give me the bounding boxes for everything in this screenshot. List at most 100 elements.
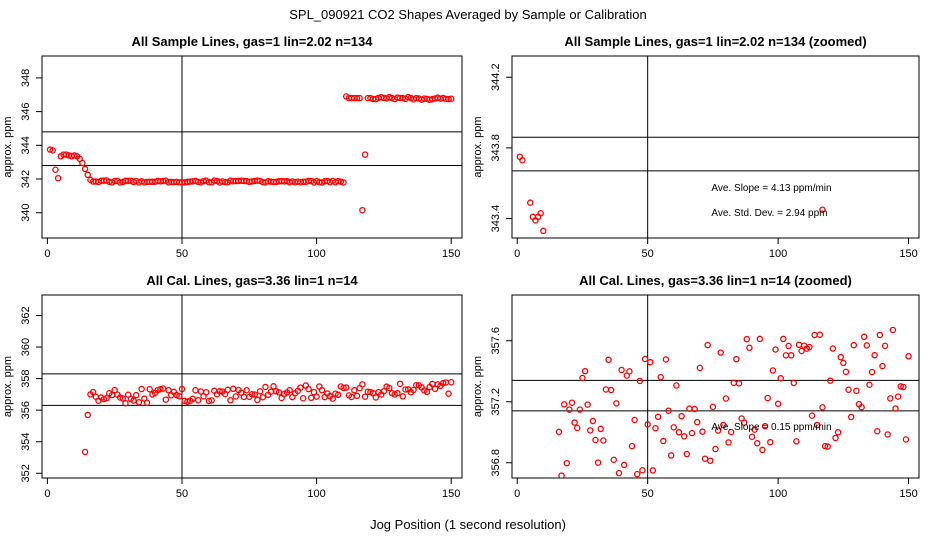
cal-point-53 xyxy=(224,386,232,394)
cal-point-23 xyxy=(143,399,151,407)
cal_zoomed-x-tick-label-50: 50 xyxy=(642,488,654,500)
cal-point-76 xyxy=(286,386,293,394)
sample-point-14 xyxy=(84,171,92,179)
cal_zoomed-plot-frame xyxy=(511,294,920,479)
cal-point-97 xyxy=(342,384,350,391)
cal_zoomed-point-17 xyxy=(600,437,607,444)
sample-y-tick-label-348: 348 xyxy=(20,69,32,87)
cal-point-46 xyxy=(205,397,213,405)
cal-point-0 xyxy=(81,448,89,456)
cal-point-133 xyxy=(439,379,447,387)
cal_zoomed-point-75 xyxy=(751,426,758,433)
cal-point-36 xyxy=(178,385,186,393)
sample_zoomed-panel: All Sample Lines, gas=1 lin=2.02 n=134 (… xyxy=(472,34,920,260)
cal-point-92 xyxy=(329,395,337,402)
cal_zoomed-point-58 xyxy=(707,457,714,464)
cal-x-tick-label-150: 150 xyxy=(442,488,460,500)
cal_zoomed-point-11 xyxy=(584,401,591,408)
sample_zoomed-point-2 xyxy=(527,199,534,206)
cal_zoomed-y-tick-label-356.8: 356.8 xyxy=(490,449,502,477)
cal_zoomed-point-14 xyxy=(592,436,599,444)
cal_zoomed-point-127 xyxy=(887,395,894,402)
cal_zoomed-point-35 xyxy=(647,358,654,366)
cal-points xyxy=(81,378,455,456)
sample-y-tick-label-342: 342 xyxy=(20,170,32,188)
cal_zoomed-point-99 xyxy=(814,421,821,429)
sample_zoomed-y-tick-label-343.8: 343.8 xyxy=(490,134,502,162)
sample_zoomed-x-tick-label-150: 150 xyxy=(899,248,917,260)
cal_zoomed-point-21 xyxy=(610,456,618,464)
cal_zoomed-point-116 xyxy=(858,403,865,411)
cal_zoomed-point-76 xyxy=(753,440,761,447)
cal_zoomed-point-32 xyxy=(639,466,646,474)
cal-point-130 xyxy=(431,385,439,393)
cal-point-84 xyxy=(307,394,315,402)
cal-point-60 xyxy=(243,387,250,394)
cal-point-62 xyxy=(248,391,256,398)
cal_zoomed-point-71 xyxy=(740,419,748,426)
cal_zoomed-point-20 xyxy=(607,386,615,394)
cal_zoomed-point-84 xyxy=(774,400,782,408)
cal_zoomed-point-79 xyxy=(761,422,769,430)
cal_zoomed-point-12 xyxy=(587,427,594,434)
cal-point-111 xyxy=(380,387,388,395)
sample-y-tick-label-340: 340 xyxy=(20,204,32,222)
cal_zoomed-point-82 xyxy=(769,367,777,374)
cal_zoomed-point-103 xyxy=(824,443,831,450)
cal-point-50 xyxy=(216,388,223,395)
cal-point-11 xyxy=(111,386,118,394)
sample-point-109 xyxy=(340,179,347,186)
cal-y-tick-label-352: 352 xyxy=(20,464,32,482)
cal_zoomed-point-119 xyxy=(866,381,873,388)
cal_zoomed-point-33 xyxy=(641,355,649,363)
cal_zoomed-point-77 xyxy=(756,335,764,343)
cal-y-tick-label-360: 360 xyxy=(20,338,32,356)
cal-plot-frame xyxy=(41,294,463,479)
cal_zoomed-x-tick-label-100: 100 xyxy=(769,488,787,500)
cal-panel: All Cal. Lines, gas=3.36 lin=1 n=14 appro… xyxy=(2,273,463,500)
cal-point-104 xyxy=(361,393,369,400)
cal_zoomed-point-122 xyxy=(874,427,881,435)
cal_zoomed-point-5 xyxy=(568,399,576,406)
cal-point-85 xyxy=(310,388,318,396)
cal_zoomed-point-104 xyxy=(827,377,834,384)
cal-point-65 xyxy=(256,388,264,395)
cal_zoomed-x-tick-label-0: 0 xyxy=(514,488,520,500)
cal_zoomed-point-55 xyxy=(699,428,706,435)
cal_zoomed-point-69 xyxy=(735,380,743,387)
sample-point-149 xyxy=(447,95,455,102)
cal_zoomed-point-37 xyxy=(652,424,659,432)
cal_zoomed-point-10 xyxy=(581,367,589,375)
cal_zoomed-point-9 xyxy=(579,374,586,382)
cal_zoomed-point-49 xyxy=(683,450,691,458)
cal_zoomed-point-46 xyxy=(675,429,683,436)
cal-point-21 xyxy=(138,385,145,393)
cal_zoomed-point-53 xyxy=(693,418,701,426)
figure-title: SPL_090921 CO2 Shapes Averaged by Sample… xyxy=(289,7,647,22)
cal_zoomed-point-87 xyxy=(782,352,790,359)
cal_zoomed-point-4 xyxy=(566,406,573,413)
cal-point-113 xyxy=(386,384,393,392)
cal_zoomed-point-2 xyxy=(560,401,568,408)
cal_zoomed-point-57 xyxy=(704,341,711,349)
cal_zoomed-point-113 xyxy=(850,341,858,349)
cal-point-18 xyxy=(130,397,137,404)
cal-point-45 xyxy=(202,388,210,396)
cal-point-80 xyxy=(297,384,304,391)
sample-point-114 xyxy=(353,94,361,102)
cal_zoomed-point-24 xyxy=(618,366,625,374)
cal-point-1 xyxy=(84,411,92,419)
cal_zoomed-point-40 xyxy=(660,437,667,445)
sample_zoomed-y-axis-label: approx. ppm xyxy=(472,116,484,177)
cal-point-119 xyxy=(402,386,409,393)
cal_zoomed-point-114 xyxy=(853,387,860,395)
cal_zoomed-point-124 xyxy=(879,362,886,370)
cal_zoomed-point-129 xyxy=(892,405,899,412)
cal-point-101 xyxy=(353,392,361,400)
cal_zoomed-point-8 xyxy=(576,406,584,413)
cal_zoomed-point-126 xyxy=(884,431,891,438)
cal_zoomed-point-60 xyxy=(712,445,719,453)
cal_zoomed-point-90 xyxy=(790,379,798,387)
cal-point-88 xyxy=(318,386,326,394)
cal_zoomed-point-80 xyxy=(764,394,771,402)
